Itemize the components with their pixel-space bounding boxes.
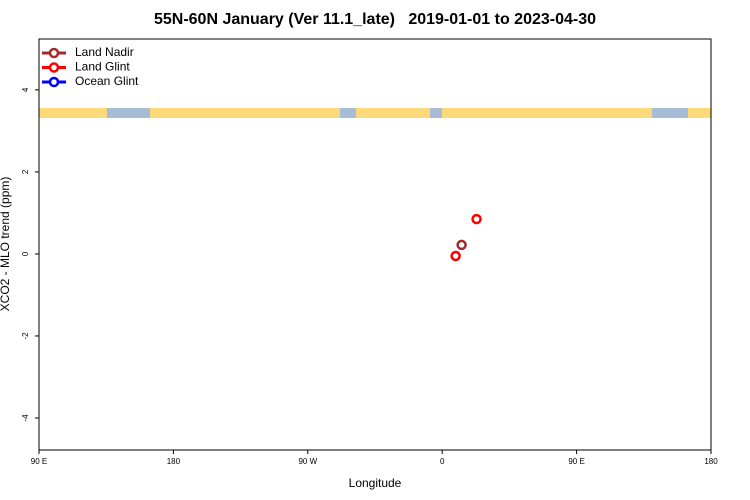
legend-label: Land Nadir [75, 45, 134, 59]
x-tick-label: 90 W [298, 457, 317, 466]
legend-marker [48, 76, 60, 88]
point [450, 250, 461, 262]
map-strip [39, 108, 711, 118]
legend-marker [48, 62, 60, 73]
y-tick-label: -2 [21, 332, 30, 340]
x-tick-label: 90 E [568, 457, 584, 466]
point [471, 213, 482, 225]
legend-marker [48, 47, 60, 59]
point [456, 239, 467, 251]
plot-frame [38, 38, 712, 451]
x-axis-label: Longitude [349, 476, 402, 490]
y-tick-label: 4 [21, 87, 30, 92]
y-tick-label: 2 [21, 169, 30, 174]
x-tick-label: 180 [704, 457, 718, 466]
chart-title: 55N-60N January (Ver 11.1_late) 2019-01-… [154, 11, 596, 28]
legend-label: Land Glint [75, 60, 130, 74]
y-tick-label: -4 [21, 414, 30, 422]
y-tick-label: 0 [21, 251, 30, 256]
x-tick-label: 180 [167, 457, 181, 466]
legend-label: Ocean Glint [75, 74, 139, 88]
y-axis-label: XCO2 - MLO trend (ppm) [0, 177, 12, 312]
x-tick-label: 90 E [31, 457, 47, 466]
x-tick-label: 0 [440, 457, 445, 466]
